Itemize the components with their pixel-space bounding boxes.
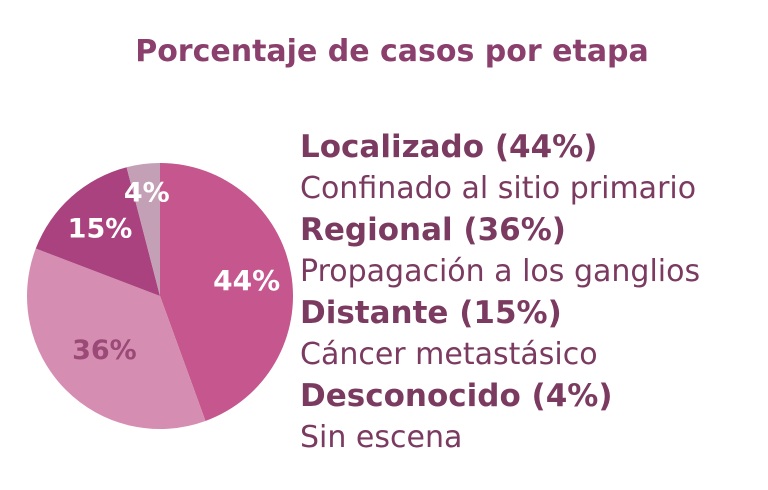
pie-slice-label-1: 44% [213,264,280,297]
legend-desc-desconocido: Sin escena [300,420,463,455]
pie-slice-2 [26,248,206,430]
legend-title-distante: Distante (15%) [300,295,562,331]
legend-title-desconocido: Desconocido (4%) [300,378,613,414]
legend-connector-line [249,395,296,400]
legend-item-regional: Regional (36%) Propagación a los ganglio… [300,209,700,292]
legend-title-regional: Regional (36%) [300,212,566,248]
legend-desc-distante: Cáncer metastásico [300,337,598,372]
pie-slice-label-4: 4% [124,177,170,208]
pie-slices [26,163,294,430]
pie-slice-label-3: 15% [68,213,133,244]
pie-slice-3 [35,167,161,296]
legend-item-desconocido: Desconocido (4%) Sin escena [300,375,700,458]
legend-item-distante: Distante (15%) Cáncer metastásico [300,292,700,375]
legend-desc-regional: Propagación a los ganglios [300,254,701,289]
legend-title-localizado: Localizado (44%) [300,129,598,165]
legend: Localizado (44%) Confinado al sitio prim… [300,126,700,458]
legend-item-localizado: Localizado (44%) Confinado al sitio prim… [300,126,700,209]
pie-slice-4 [126,163,160,296]
chart-title: Porcentaje de casos por etapa [135,34,649,69]
legend-desc-localizado: Confinado al sitio primario [300,171,697,206]
pie-slice-1 [160,163,294,421]
pie-slice-label-2: 36% [72,335,137,366]
pie-slice-labels: 44% 36% 15% 4% [68,177,281,366]
